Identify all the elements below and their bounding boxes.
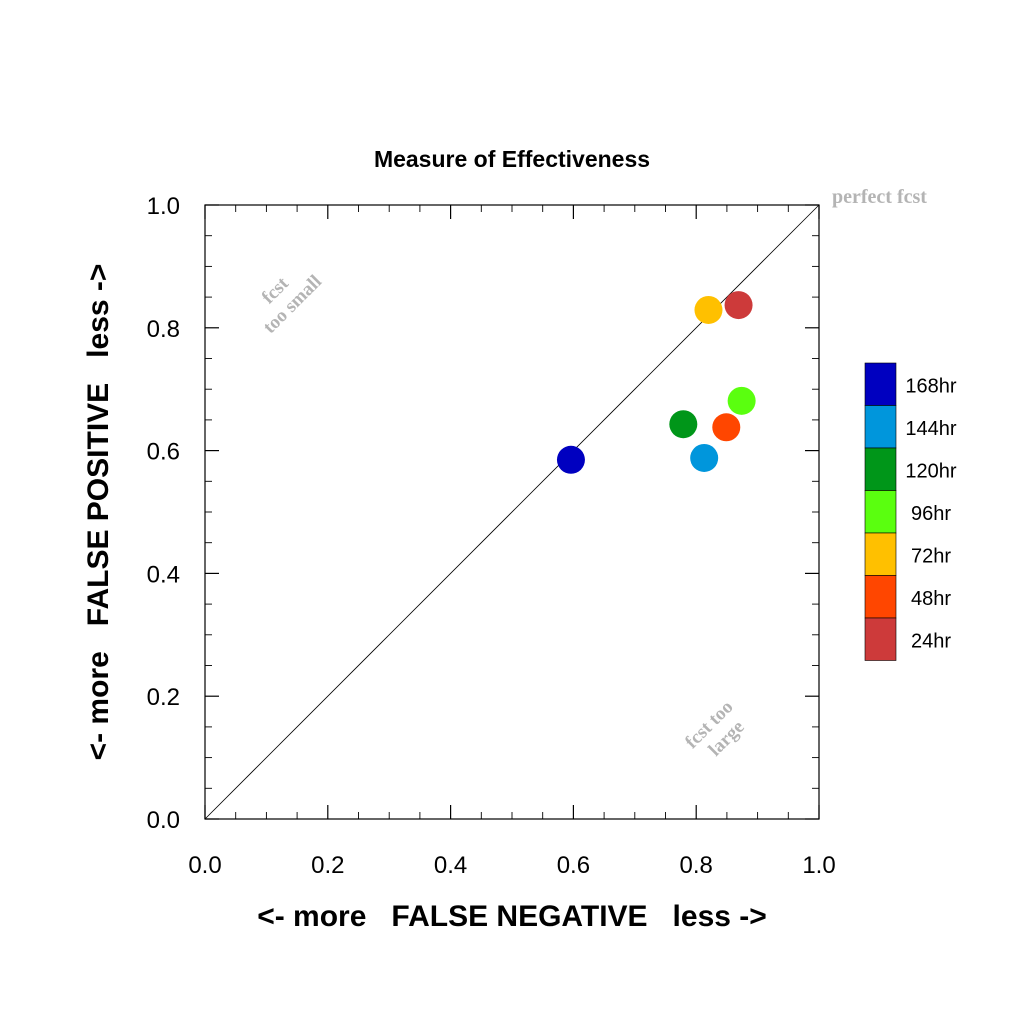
axis-ticks — [204, 204, 820, 820]
point-24hr — [724, 291, 753, 320]
x-tick-label: 0.2 — [311, 852, 344, 879]
legend-swatch-168hr — [864, 362, 897, 406]
legend-swatch-120hr — [864, 447, 897, 491]
chart-title: Measure of Effectiveness — [374, 146, 650, 172]
point-72hr — [694, 295, 723, 324]
point-144hr — [690, 443, 719, 472]
perfect-forecast-label: perfect fcst — [832, 186, 927, 208]
point-168hr — [556, 445, 585, 474]
legend-swatch-144hr — [864, 405, 897, 449]
x-tick-labels: 0.0 0.2 0.4 0.6 0.8 1.0 — [188, 852, 835, 879]
x-axis-label: <- more FALSE NEGATIVE less -> — [257, 900, 767, 933]
legend-label-96hr: 96hr — [911, 503, 951, 525]
annotation-too-small: fcst too small — [244, 256, 326, 338]
x-tick-label: 0.6 — [557, 852, 590, 879]
legend-swatch-48hr — [864, 575, 897, 619]
legend-label-144hr: 144hr — [905, 418, 956, 440]
annotation-too-large: fcst too large — [681, 693, 756, 768]
legend-swatch-96hr — [864, 490, 897, 534]
point-96hr — [727, 386, 756, 415]
legend-swatch-24hr — [864, 617, 897, 661]
y-tick-label: 0.0 — [147, 807, 180, 834]
y-tick-label: 0.6 — [147, 439, 180, 466]
legend-label-168hr: 168hr — [905, 375, 956, 397]
legend-label-24hr: 24hr — [911, 630, 951, 652]
y-tick-label: 0.4 — [147, 561, 180, 588]
legend-swatch-72hr — [864, 532, 897, 576]
y-tick-labels: 0.0 0.2 0.4 0.6 0.8 1.0 — [147, 193, 180, 834]
point-120hr — [669, 410, 698, 439]
data-points — [556, 291, 756, 474]
point-48hr — [712, 413, 741, 442]
y-tick-label: 0.2 — [147, 684, 180, 711]
y-tick-label: 0.8 — [147, 316, 180, 343]
x-tick-label: 0.0 — [188, 852, 221, 879]
y-axis-label: <- more FALSE POSITIVE less -> — [82, 264, 115, 761]
legend-label-72hr: 72hr — [911, 545, 951, 567]
x-tick-label: 0.8 — [680, 852, 713, 879]
legend-label-48hr: 48hr — [911, 588, 951, 610]
legend-label-120hr: 120hr — [905, 460, 956, 482]
y-tick-label: 1.0 — [147, 193, 180, 220]
legend: 168hr 144hr 120hr 96hr 72hr 48hr 24hr — [864, 362, 957, 661]
x-tick-label: 0.4 — [434, 852, 467, 879]
x-tick-label: 1.0 — [802, 852, 835, 879]
